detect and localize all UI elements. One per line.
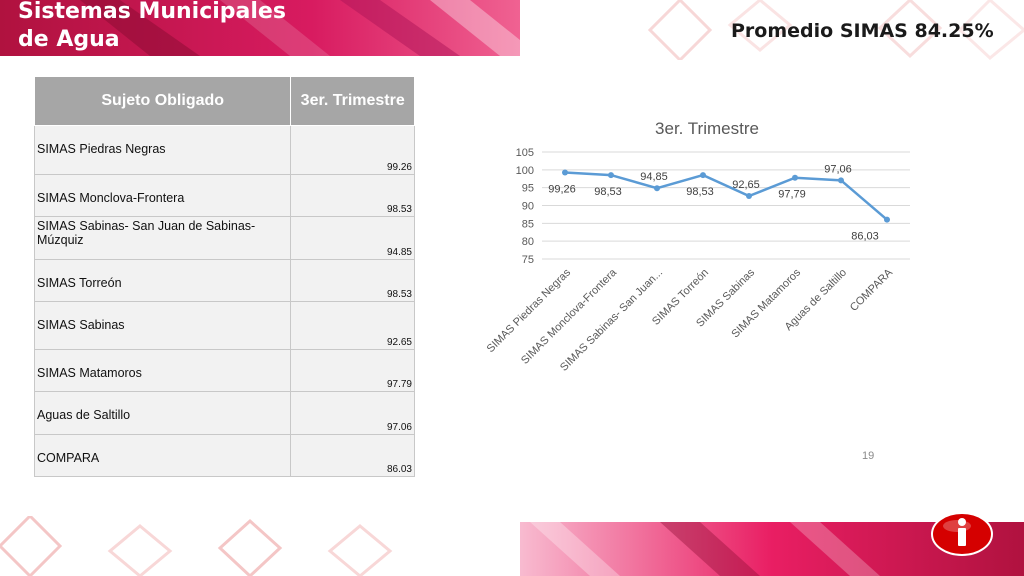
line-chart: 3er. Trimestre 75 80 85 90 95 100 105 99,26 98,5… xyxy=(485,119,910,374)
data-point xyxy=(562,169,568,176)
data-point xyxy=(608,172,614,179)
column-header-name: Sujeto Obligado xyxy=(33,76,292,126)
series-line xyxy=(564,171,888,221)
table-row: COMPARA 86.03 xyxy=(33,434,415,477)
title-line-2: de Agua xyxy=(18,27,120,52)
x-tick-label: SIMAS Monclova-Frontera xyxy=(519,266,620,367)
table-cell-value: 99.26 xyxy=(290,125,415,175)
table-row: SIMAS Matamoros 97.79 xyxy=(33,349,415,392)
data-label: 94,85 xyxy=(640,171,668,183)
data-point xyxy=(654,185,660,192)
table-row: SIMAS Monclova-Frontera 98.53 xyxy=(33,174,415,217)
y-tick-label: 80 xyxy=(522,236,534,248)
table-cell-name: SIMAS Monclova-Frontera xyxy=(33,174,292,217)
table-cell-value: 97.79 xyxy=(290,349,415,392)
footer-banner-graphic xyxy=(0,516,1024,576)
y-tick-label: 75 xyxy=(522,254,534,266)
table-row: SIMAS Sabinas 92.65 xyxy=(33,301,415,350)
header-decor xyxy=(647,0,1024,60)
table-row: Aguas de Saltillo 97.06 xyxy=(33,391,415,435)
table-row: SIMAS Piedras Negras 99.26 xyxy=(33,125,415,175)
table-cell-name: SIMAS Sabinas- San Juan de Sabinas-Múzqu… xyxy=(33,216,292,260)
data-point xyxy=(792,174,798,181)
table-cell-name: COMPARA xyxy=(33,434,292,477)
data-label: 98,53 xyxy=(594,186,622,198)
data-table: Sujeto Obligado 3er. Trimestre SIMAS Pie… xyxy=(33,76,415,477)
table-cell-value: 92.65 xyxy=(290,301,415,350)
data-label: 98,53 xyxy=(686,186,714,198)
data-label: 92,65 xyxy=(732,179,760,191)
y-tick-label: 95 xyxy=(522,183,534,195)
data-label: 86,03 xyxy=(851,231,879,243)
data-point xyxy=(884,216,890,223)
chart-title: 3er. Trimestre xyxy=(655,119,759,138)
data-point xyxy=(700,172,706,179)
table-cell-name: SIMAS Piedras Negras xyxy=(33,125,292,175)
table-cell-name: SIMAS Torreón xyxy=(33,259,292,302)
data-label: 99,26 xyxy=(548,183,576,195)
x-tick-label: COMPARA xyxy=(848,266,896,314)
y-tick-label: 100 xyxy=(516,165,534,177)
x-tick-label: SIMAS Piedras Negras xyxy=(485,266,574,355)
data-label: 97,79 xyxy=(778,189,806,201)
table-cell-value: 98.53 xyxy=(290,259,415,302)
x-tick-label: SIMAS Sabinas- San Juan... xyxy=(558,267,665,374)
y-tick-label: 85 xyxy=(522,218,534,230)
page-number: 19 xyxy=(862,450,875,462)
header-banner xyxy=(0,0,520,56)
promedio-label: Promedio SIMAS 84.25% xyxy=(731,20,994,42)
header-banner-graphic xyxy=(0,0,520,56)
data-point xyxy=(746,193,752,200)
table-row: SIMAS Sabinas- San Juan de Sabinas-Múzqu… xyxy=(33,216,415,260)
column-header-value: 3er. Trimestre xyxy=(290,76,415,126)
table-cell-value: 86.03 xyxy=(290,434,415,477)
table-cell-value: 97.06 xyxy=(290,391,415,435)
page-title: Sistemas Municipales de Agua xyxy=(18,0,286,54)
footer-banner xyxy=(0,516,1024,576)
y-tick-label: 105 xyxy=(516,147,534,159)
y-tick-label: 90 xyxy=(522,201,534,213)
title-line-1: Sistemas Municipales xyxy=(18,0,286,24)
table-cell-name: SIMAS Sabinas xyxy=(33,301,292,350)
table-cell-name: Aguas de Saltillo xyxy=(33,391,292,435)
table-cell-name: SIMAS Matamoros xyxy=(33,349,292,392)
data-label: 97,06 xyxy=(824,163,852,175)
table-cell-value: 98.53 xyxy=(290,174,415,217)
data-point xyxy=(838,177,844,184)
info-logo-icon xyxy=(931,512,993,556)
table-row: SIMAS Torreón 98.53 xyxy=(33,259,415,302)
table-cell-value: 94.85 xyxy=(290,216,415,260)
